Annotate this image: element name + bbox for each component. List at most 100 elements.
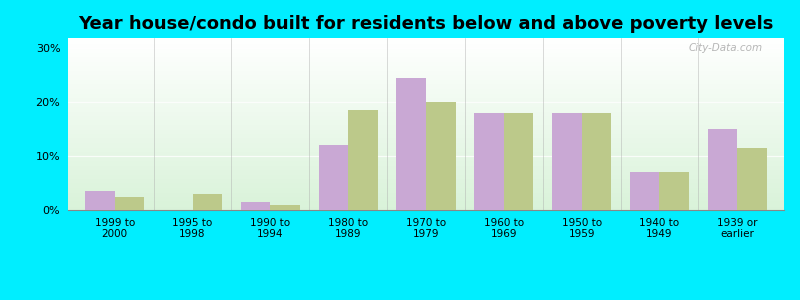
Bar — [68, 109, 784, 110]
Bar — [659, 172, 689, 210]
Bar — [68, 185, 784, 186]
Bar — [114, 196, 144, 210]
Bar — [68, 94, 784, 95]
Bar — [68, 118, 784, 119]
Bar — [68, 65, 784, 66]
Bar — [68, 80, 784, 81]
Bar — [68, 78, 784, 79]
Bar — [68, 141, 784, 142]
Bar — [68, 46, 784, 47]
Bar — [68, 200, 784, 201]
Bar — [68, 182, 784, 183]
Bar — [68, 97, 784, 98]
Bar — [68, 165, 784, 166]
Bar — [68, 145, 784, 146]
Bar — [68, 76, 784, 77]
Bar — [68, 48, 784, 49]
Bar — [68, 56, 784, 57]
Bar — [68, 114, 784, 115]
Bar — [68, 63, 784, 64]
Bar — [68, 102, 784, 103]
Bar — [68, 107, 784, 108]
Bar — [68, 187, 784, 188]
Title: Year house/condo built for residents below and above poverty levels: Year house/condo built for residents bel… — [78, 15, 774, 33]
Bar — [68, 208, 784, 209]
Bar — [68, 190, 784, 191]
Bar — [68, 154, 784, 155]
Bar — [68, 127, 784, 128]
Bar — [68, 38, 784, 39]
Bar — [68, 136, 784, 137]
Bar — [68, 123, 784, 124]
Bar — [68, 126, 784, 127]
Bar — [68, 99, 784, 100]
Bar — [68, 191, 784, 192]
Bar — [68, 122, 784, 123]
Bar — [68, 53, 784, 54]
Bar — [68, 186, 784, 187]
Bar — [68, 100, 784, 101]
Bar — [68, 61, 784, 62]
Bar — [68, 44, 784, 45]
Bar — [68, 75, 784, 76]
Bar — [68, 128, 784, 129]
Bar — [68, 117, 784, 118]
Bar — [68, 111, 784, 112]
Bar — [68, 137, 784, 138]
Bar — [270, 205, 300, 210]
Bar — [68, 64, 784, 65]
Bar — [68, 193, 784, 194]
Bar — [68, 155, 784, 156]
Bar — [68, 121, 784, 122]
Bar — [68, 161, 784, 162]
Bar — [68, 169, 784, 170]
Bar — [68, 113, 784, 114]
Bar — [68, 90, 784, 91]
Bar — [708, 129, 738, 210]
Bar — [68, 129, 784, 130]
Bar — [504, 113, 534, 210]
Bar — [68, 40, 784, 41]
Bar — [68, 87, 784, 88]
Bar — [68, 159, 784, 160]
Bar — [68, 106, 784, 107]
Bar — [68, 100, 784, 101]
Bar — [68, 205, 784, 206]
Bar — [68, 143, 784, 144]
Bar — [348, 110, 378, 210]
Bar — [68, 174, 784, 175]
Bar — [68, 86, 784, 87]
Bar — [68, 162, 784, 163]
Bar — [68, 83, 784, 84]
Bar — [68, 67, 784, 68]
Bar — [68, 93, 784, 94]
Bar — [582, 113, 611, 210]
Bar — [68, 101, 784, 102]
Bar — [68, 189, 784, 190]
Bar — [68, 49, 784, 50]
Bar — [68, 69, 784, 70]
Bar — [68, 166, 784, 167]
Bar — [397, 78, 426, 210]
Bar — [68, 73, 784, 74]
Bar — [68, 118, 784, 119]
Bar — [68, 103, 784, 104]
Bar — [68, 156, 784, 157]
Bar — [738, 148, 767, 210]
Bar — [68, 171, 784, 172]
Bar — [68, 198, 784, 199]
Bar — [68, 169, 784, 170]
Bar — [68, 144, 784, 145]
Bar — [68, 206, 784, 207]
Bar — [68, 84, 784, 85]
Bar — [68, 138, 784, 139]
Bar — [552, 113, 582, 210]
Bar — [68, 179, 784, 180]
Bar — [68, 98, 784, 99]
Bar — [68, 173, 784, 174]
Text: City-Data.com: City-Data.com — [688, 43, 762, 53]
Bar — [68, 158, 784, 159]
Bar — [68, 181, 784, 182]
Bar — [68, 72, 784, 73]
Bar — [68, 81, 784, 82]
